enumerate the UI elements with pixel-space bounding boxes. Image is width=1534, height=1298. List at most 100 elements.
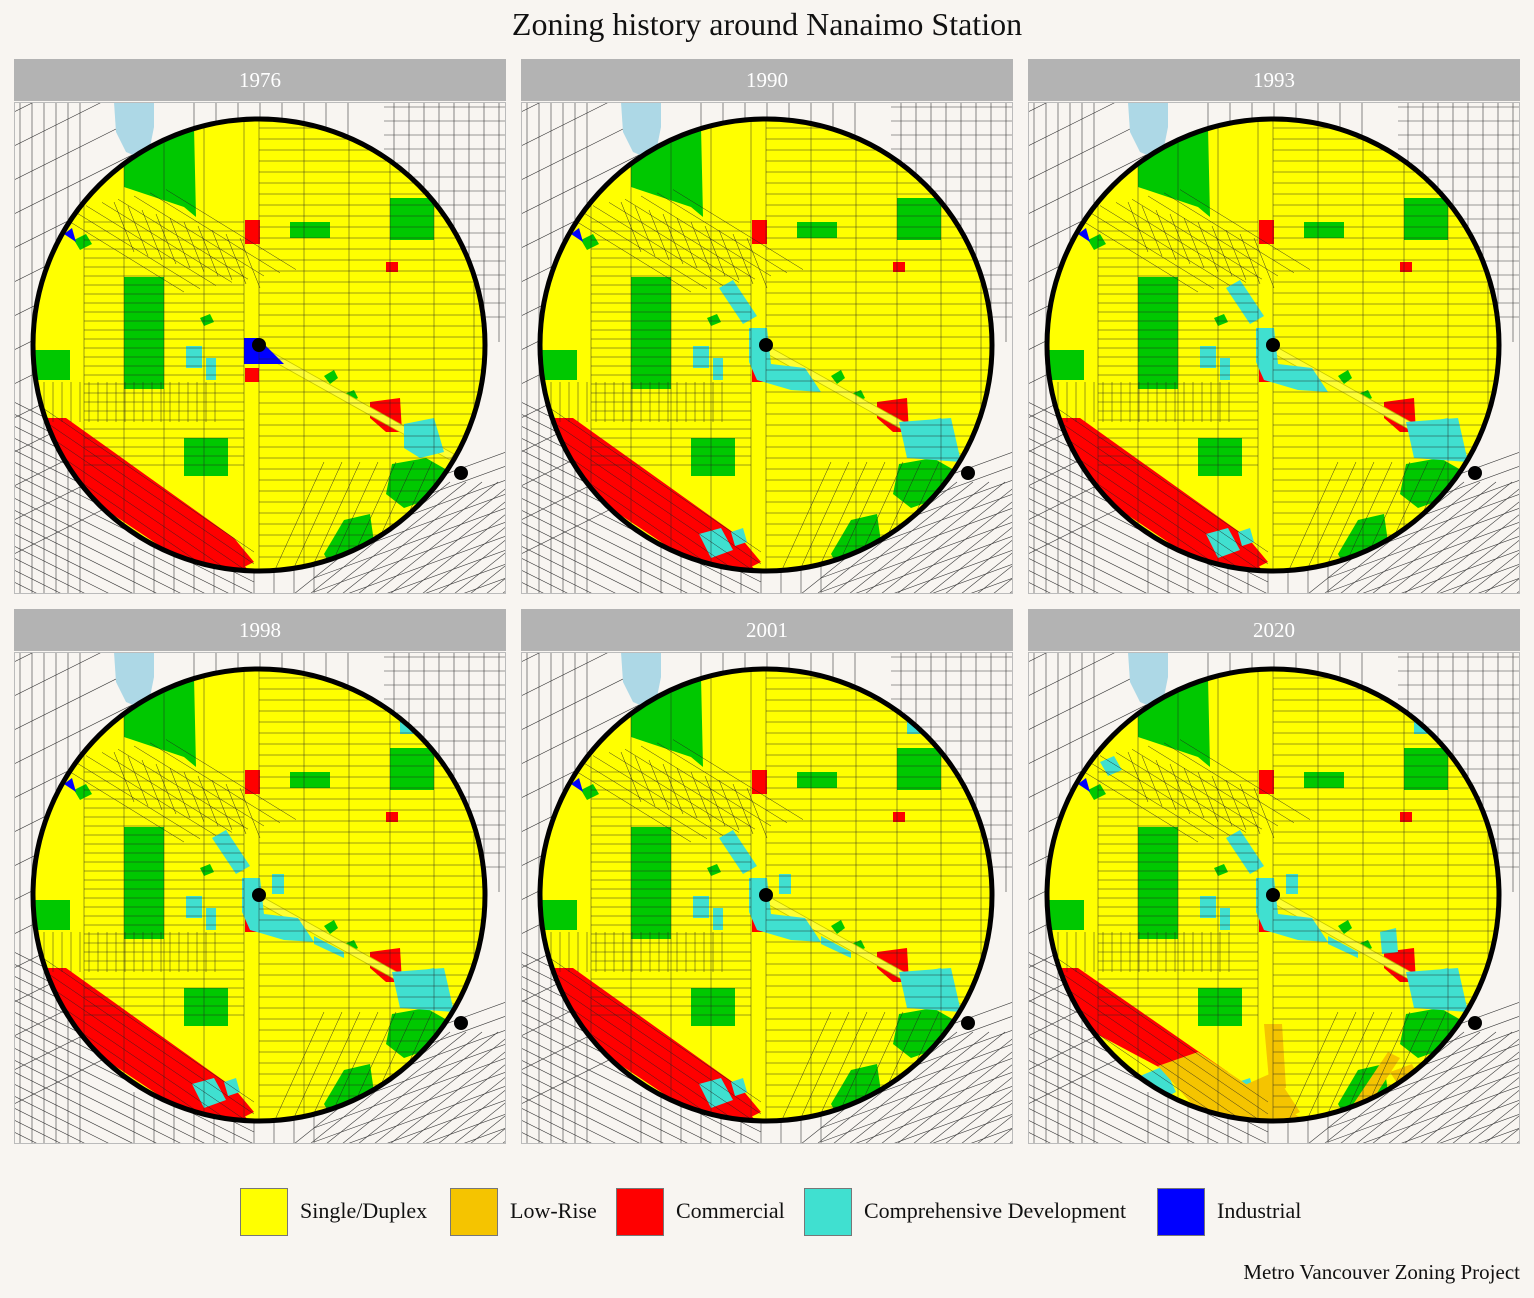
street-line — [842, 461, 904, 571]
cd-zone — [719, 280, 757, 324]
street-line — [1028, 153, 1149, 215]
street-line — [1141, 205, 1163, 257]
street-line — [770, 1011, 832, 1121]
street-line — [1163, 742, 1295, 823]
street-line — [1475, 577, 1520, 594]
low-rise-zone — [1238, 1072, 1300, 1121]
street-line — [806, 1011, 868, 1121]
street-line — [928, 1076, 1013, 1144]
street-line — [676, 217, 698, 269]
street-line — [325, 481, 467, 594]
street-line — [1327, 1057, 1520, 1129]
industrial-zone — [571, 228, 583, 242]
street-line — [239, 787, 261, 839]
panel-frame — [14, 652, 506, 1144]
street-line — [1371, 481, 1513, 594]
street-line — [1183, 767, 1205, 819]
street-line — [14, 1107, 87, 1144]
street-line — [820, 521, 1013, 593]
legend-label: Comprehensive Development — [864, 1198, 1127, 1223]
street-line — [672, 739, 804, 820]
cd-zone — [1100, 756, 1122, 776]
street-line — [640, 195, 772, 277]
street-line — [944, 1089, 1013, 1144]
cd-zone — [821, 936, 851, 958]
cd-zone — [192, 1078, 226, 1108]
street-line — [1147, 195, 1279, 277]
street-line — [1483, 564, 1520, 594]
street-line — [1028, 569, 1077, 594]
street-line — [1099, 755, 1231, 836]
street-line — [1115, 202, 1247, 283]
street-line — [405, 1063, 506, 1144]
street-line — [127, 205, 149, 257]
street-line — [14, 557, 87, 594]
street-line — [690, 771, 712, 823]
street-line — [820, 1057, 1013, 1129]
commercial-zone — [752, 770, 767, 794]
cd-zone — [272, 874, 284, 894]
legend-key-commercial — [616, 1188, 664, 1236]
street-line — [341, 1031, 483, 1144]
street-line — [14, 669, 135, 731]
panel-frame — [1028, 652, 1520, 1144]
street-line — [53, 761, 185, 843]
secondary-station-marker — [1468, 1016, 1482, 1030]
park-zone — [1304, 772, 1344, 788]
panel-year-label: 1998 — [14, 609, 506, 651]
street-line — [169, 767, 191, 819]
street-line — [453, 1102, 506, 1144]
street-line — [313, 507, 506, 579]
street-line — [968, 1127, 1013, 1144]
street-line — [1367, 1011, 1429, 1121]
street-line — [437, 1089, 506, 1144]
street-line — [662, 763, 684, 815]
street-line — [832, 481, 974, 594]
water-body — [114, 652, 154, 708]
industrial-zone — [64, 228, 76, 242]
street-line — [183, 221, 205, 273]
street-line — [1028, 652, 1117, 697]
street-line — [960, 1102, 1013, 1144]
station-marker — [1266, 338, 1280, 352]
street-line — [1028, 703, 1149, 765]
commercial-zone — [752, 220, 767, 244]
street-line — [864, 481, 1006, 594]
street-line — [521, 545, 618, 594]
park-zone — [797, 222, 837, 238]
street-line — [1313, 461, 1375, 571]
street-line — [299, 461, 361, 571]
street-line — [1419, 513, 1520, 594]
commercial-zone — [245, 220, 260, 244]
cd-zone — [1380, 928, 1398, 954]
cd-zone — [206, 908, 216, 930]
street-line — [968, 577, 1013, 594]
street-line — [540, 987, 762, 1121]
panel-frame — [521, 102, 1013, 594]
park-zone — [831, 370, 845, 384]
panel-year-label: 2001 — [521, 609, 1013, 651]
street-line — [113, 201, 135, 253]
street-line — [155, 213, 177, 265]
street-line — [197, 775, 219, 827]
street-line — [912, 513, 1013, 594]
street-line — [263, 1011, 325, 1121]
street-line — [860, 461, 922, 571]
street-line — [1371, 1031, 1513, 1144]
street-line — [85, 205, 217, 286]
street-line — [1225, 229, 1247, 281]
station-radius-circle — [1044, 116, 1502, 574]
street-line — [1355, 1031, 1497, 1144]
street-line — [929, 1113, 1013, 1144]
street-line — [14, 119, 135, 181]
street-line — [788, 1011, 850, 1121]
street-line — [1403, 1050, 1520, 1144]
street-line — [1331, 1011, 1393, 1121]
industrial-zone — [1078, 778, 1090, 792]
park-zone — [200, 864, 214, 876]
street-line — [944, 539, 1013, 594]
street-line — [634, 755, 656, 807]
park-zone — [324, 920, 338, 934]
street-line — [165, 189, 297, 270]
street-line — [1331, 461, 1393, 571]
